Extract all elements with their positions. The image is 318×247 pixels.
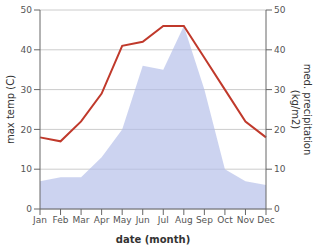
svg-text:Jan: Jan: [32, 215, 47, 225]
svg-text:May: May: [113, 215, 132, 225]
svg-text:Jul: Jul: [157, 215, 169, 225]
svg-text:date (month): date (month): [116, 234, 190, 245]
svg-text:Aug: Aug: [175, 215, 193, 225]
svg-text:Mar: Mar: [73, 215, 90, 225]
svg-text:0: 0: [274, 204, 280, 214]
svg-text:30: 30: [274, 85, 286, 95]
svg-text:Oct: Oct: [217, 215, 233, 225]
svg-text:Sep: Sep: [196, 215, 213, 225]
svg-text:40: 40: [21, 45, 33, 55]
svg-text:20: 20: [21, 125, 33, 135]
svg-text:Apr: Apr: [94, 215, 110, 225]
svg-text:Feb: Feb: [53, 215, 69, 225]
svg-text:10: 10: [21, 164, 33, 174]
svg-text:Dec: Dec: [257, 215, 274, 225]
svg-text:50: 50: [21, 5, 33, 15]
svg-text:30: 30: [21, 85, 33, 95]
svg-text:0: 0: [26, 204, 32, 214]
svg-text:50: 50: [274, 5, 286, 15]
svg-text:Jun: Jun: [135, 215, 150, 225]
svg-text:10: 10: [274, 164, 286, 174]
svg-text:med. precipitation(kg/m2): med. precipitation(kg/m2): [291, 64, 311, 156]
svg-text:20: 20: [274, 125, 286, 135]
svg-text:max temp (C): max temp (C): [8, 75, 16, 144]
svg-text:Nov: Nov: [237, 215, 255, 225]
svg-text:40: 40: [274, 45, 286, 55]
